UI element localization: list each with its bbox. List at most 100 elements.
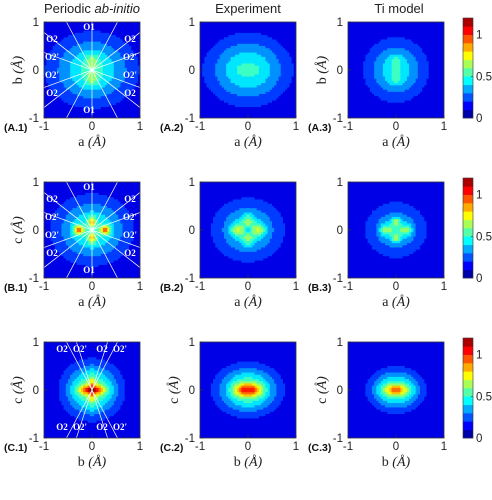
oxygen-label: O1 <box>83 105 95 115</box>
oxygen-direction-lines <box>66 342 118 438</box>
panel-A.3: -1 0 1 -1 0 1 a (Å) b (Å) (A.3) <box>308 17 447 150</box>
colorbar-tick-label: 0 <box>476 273 482 285</box>
panel-A.1: O1 O1 O2 O2 O2' O2' O2 O2 O2' O2' -1 0 1 -1 0 1 a (Å) b (… <box>4 17 143 150</box>
y-tick-label: 0 <box>189 385 195 397</box>
heatmap-cells <box>348 342 444 438</box>
x-axis-label: b (Å) <box>78 454 107 470</box>
y-tick-label: 0 <box>33 385 39 397</box>
y-tick-label: 1 <box>337 177 343 189</box>
colorbar-step <box>463 421 473 430</box>
oxygen-label: O2' <box>45 230 59 240</box>
colorbar-step <box>463 404 473 414</box>
panel-B.1: O1 O1 O2 O2 O2' O2' O2 O2 O2' O2' -1 0 1 -1 0 1 a (Å) c (… <box>4 177 143 310</box>
x-tick-label: 0 <box>393 121 399 133</box>
x-axis-label: a (Å) <box>382 294 410 310</box>
heatmap-cells: O1 O1 O2 O2 O2' O2' O2 O2 O2' O2' <box>44 22 140 118</box>
panel-C.3: -1 0 1 -1 0 1 b (Å) c (Å) (C.3) <box>308 337 447 470</box>
y-axis-label: b (Å) <box>10 55 26 84</box>
panel-B.3: -1 0 1 -1 0 1 a (Å) (B.3) <box>308 177 447 310</box>
oxygen-label: O1 <box>83 22 95 32</box>
y-tick-label: 1 <box>189 337 195 349</box>
y-tick-label: 1 <box>337 337 343 349</box>
y-tick-label: -1 <box>29 273 39 285</box>
oxygen-label: O2' <box>45 70 59 80</box>
colorbar-step <box>463 84 473 94</box>
colorbar-tick-label: 0.5 <box>476 391 492 403</box>
panel-B.2: -1 0 1 -1 0 1 a (Å) (B.2) <box>160 177 299 310</box>
panels: O1 O1 O2 O2 O2' O2' O2 O2 O2' O2' -1 0 1 -1 0 1 a (Å) b (… <box>4 17 447 470</box>
colorbar-tick-label: 1 <box>476 350 482 362</box>
colorbar-step <box>463 219 473 229</box>
colorbar-C: 00.51 <box>462 337 492 445</box>
y-tick-label: 0 <box>337 385 343 397</box>
x-tick-label: 0 <box>89 441 95 453</box>
oxygen-label: O2' <box>113 344 127 354</box>
oxygen-label: O2' <box>45 212 59 222</box>
colorbar-step <box>463 396 473 405</box>
colorbar-step <box>463 253 473 262</box>
colorbar-step <box>463 236 473 245</box>
colorbar-step <box>463 26 473 35</box>
x-tick-label: -1 <box>343 281 353 293</box>
oxygen-label: O1 <box>83 265 95 275</box>
colorbar-step <box>463 43 473 52</box>
colorbar-step <box>463 109 473 119</box>
oxygen-label: O2' <box>123 212 137 222</box>
y-tick-label: 1 <box>33 337 39 349</box>
y-tick-label: 1 <box>189 17 195 29</box>
oxygen-label: O2 <box>46 248 58 258</box>
x-tick-label: 0 <box>89 121 95 133</box>
oxygen-label: O2 <box>124 194 136 204</box>
colorbar-A: 00.51 <box>462 17 492 125</box>
colorbar-step <box>463 413 473 422</box>
y-tick-label: -1 <box>185 273 195 285</box>
colorbar-step <box>463 363 473 372</box>
x-tick-label: 1 <box>441 281 447 293</box>
x-tick-label: -1 <box>195 281 205 293</box>
heatmap-cells <box>200 342 296 438</box>
y-tick-label: 1 <box>189 177 195 189</box>
y-tick-label: 1 <box>33 177 39 189</box>
y-tick-label: 0 <box>33 65 39 77</box>
heatmap-cells <box>348 22 444 118</box>
y-tick-label: -1 <box>29 113 39 125</box>
oxygen-label: O2 <box>46 34 58 44</box>
x-axis-label: a (Å) <box>78 294 106 310</box>
oxygen-direction-lines <box>44 182 140 278</box>
x-tick-label: 0 <box>89 281 95 293</box>
column-title: Experiment <box>215 1 281 16</box>
column-title: Periodic ab-initio <box>44 1 140 16</box>
y-tick-label: -1 <box>333 273 343 285</box>
oxygen-label: O2' <box>45 52 59 62</box>
y-tick-label: 0 <box>33 225 39 237</box>
oxygen-label: O2 <box>56 422 68 432</box>
oxygen-direction-lines <box>44 22 140 118</box>
colorbar-step <box>463 379 473 389</box>
x-axis-label: a (Å) <box>234 294 262 310</box>
y-tick-label: -1 <box>333 433 343 445</box>
x-axis-label: b (Å) <box>234 454 263 470</box>
y-axis-label: c (Å) <box>10 216 26 244</box>
oxygen-label: O2' <box>73 422 87 432</box>
x-tick-label: -1 <box>39 121 49 133</box>
x-tick-label: 0 <box>393 281 399 293</box>
y-tick-label: 0 <box>337 225 343 237</box>
colorbar-tick-label: 0.5 <box>476 71 492 83</box>
colorbar-step <box>463 194 473 204</box>
y-axis-label: c (Å) <box>314 376 330 404</box>
x-tick-label: -1 <box>195 441 205 453</box>
heatmap-cells <box>200 22 296 118</box>
x-tick-label: 1 <box>293 121 299 133</box>
x-tick-label: 1 <box>441 121 447 133</box>
colorbar-step <box>463 203 473 212</box>
x-tick-label: 0 <box>245 281 251 293</box>
colorbar-step <box>463 51 473 60</box>
colorbar-step <box>463 346 473 355</box>
x-tick-label: -1 <box>195 121 205 133</box>
colorbar-step <box>463 34 473 44</box>
colorbar-step <box>463 261 473 270</box>
heatmap-cells: O1 O1 O2 O2 O2' O2' O2 O2 O2' O2' <box>44 182 140 278</box>
colorbar-step <box>463 429 473 439</box>
panel-C.1: O2 O2' O2 O2' O2 O2' O2 O2' -1 0 1 -1 0 1 b (Å) c (Å) (C… <box>4 337 143 470</box>
